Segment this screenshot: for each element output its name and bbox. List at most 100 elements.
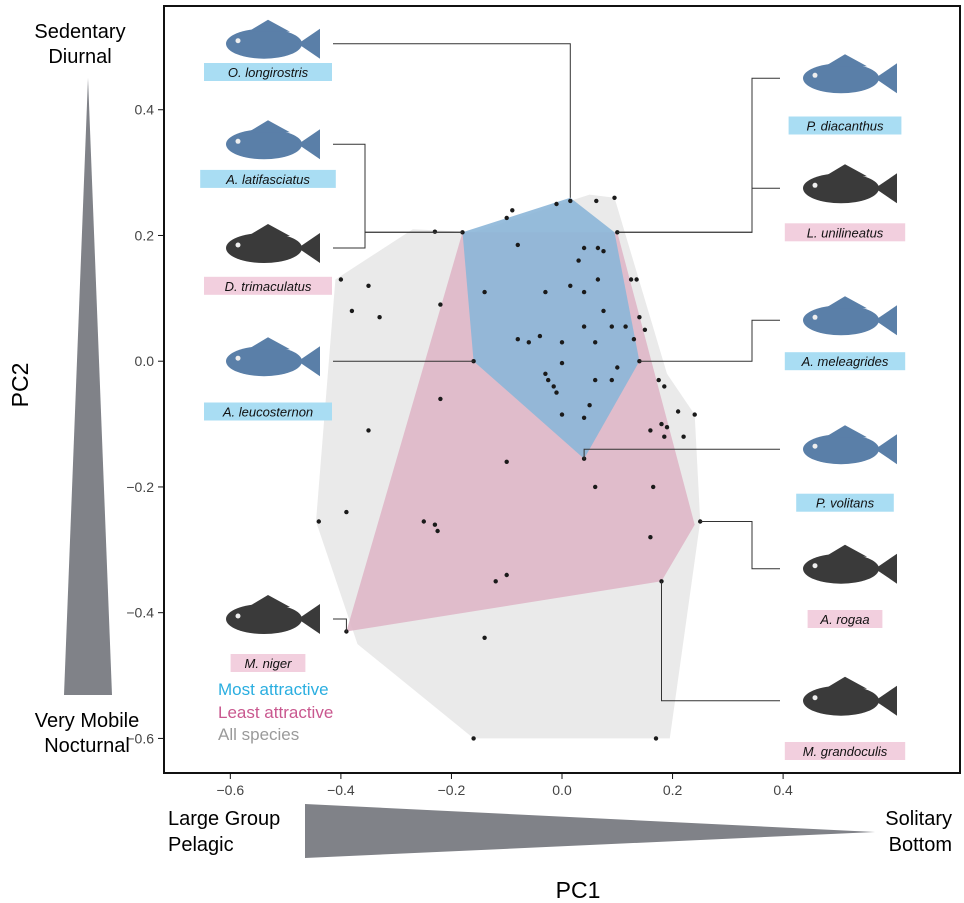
species-leader-line (333, 43, 571, 199)
data-point (568, 198, 573, 204)
data-point (594, 198, 599, 204)
data-point (432, 229, 438, 234)
data-point (609, 324, 614, 329)
fish-icon (803, 54, 897, 94)
data-point (504, 459, 509, 464)
data-point (377, 315, 382, 320)
data-point (587, 403, 592, 408)
x-tick-label: 0.0 (552, 782, 572, 798)
data-point (656, 377, 661, 383)
x-tick-label: 0.2 (663, 782, 683, 798)
data-point (316, 519, 321, 524)
data-point (515, 242, 520, 248)
fish-icon (226, 595, 320, 634)
data-point (559, 340, 565, 345)
species-label-box (796, 493, 894, 512)
data-point (628, 277, 634, 282)
x-tick-label: −0.6 (217, 782, 245, 798)
data-point (675, 409, 681, 414)
fish-icon (226, 19, 320, 59)
fish-icon (226, 120, 320, 160)
data-point (338, 277, 344, 282)
species-label-box (807, 610, 883, 628)
y-tick-label: −0.2 (126, 479, 154, 495)
fish-icon (226, 224, 320, 263)
species-label: L. unilineatus (807, 225, 884, 240)
data-point (576, 258, 581, 263)
species-label-box (784, 352, 906, 371)
data-point (493, 579, 498, 584)
data-point (526, 340, 531, 345)
y-tick-label: 0.4 (135, 102, 155, 118)
y-gradient-triangle (64, 78, 112, 695)
data-point (559, 412, 565, 417)
species-label-box (784, 742, 906, 760)
y-axis-title: PC2 (7, 363, 33, 408)
x-axis-title: PC1 (556, 877, 601, 903)
data-point (637, 315, 642, 320)
data-point (515, 337, 520, 342)
data-point (482, 289, 487, 295)
data-point (543, 289, 548, 295)
species-leader-line (661, 581, 780, 702)
data-point (510, 208, 515, 213)
data-point (581, 324, 587, 329)
legend-least-attractive: Least attractive (218, 703, 333, 722)
data-point (609, 377, 614, 383)
species-leader-line (333, 231, 463, 249)
fish-icon (803, 676, 897, 716)
y-tick-label: −0.4 (126, 605, 154, 621)
data-point (662, 434, 667, 439)
data-point (581, 289, 587, 295)
species-label: P. volitans (816, 496, 875, 511)
species-label: P. diacanthus (806, 119, 884, 134)
species-label-box (784, 223, 906, 242)
species-leader-line (333, 143, 463, 233)
data-point (651, 484, 656, 490)
data-point (349, 308, 355, 314)
data-point (471, 736, 476, 741)
fish-icon (226, 337, 320, 377)
species-label: A. leucosternon (222, 405, 313, 420)
x-right-label-line2: Bottom (889, 834, 952, 856)
data-point (681, 434, 686, 439)
data-point (601, 249, 606, 254)
y-tick-label: 0.2 (135, 227, 155, 243)
species-leader-line (617, 77, 780, 233)
y-top-label-line2: Diurnal (48, 46, 111, 68)
species-label-box (204, 63, 332, 81)
x-tick-label: −0.4 (327, 782, 355, 798)
data-point (659, 421, 664, 427)
data-point (438, 396, 443, 402)
fish-icon (803, 544, 897, 584)
species-label-box (204, 402, 332, 421)
species-leader-line (700, 521, 780, 570)
species-label: M. grandoculis (803, 744, 888, 759)
data-point (537, 333, 543, 339)
data-point (568, 283, 573, 288)
data-point (554, 390, 559, 395)
data-point (593, 377, 598, 383)
y-bottom-label-line2: Nocturnal (44, 735, 130, 757)
fish-icon (803, 164, 897, 204)
data-point (432, 522, 438, 527)
species-leader-line (583, 448, 780, 460)
data-point (581, 245, 587, 251)
x-left-label-line1: Large Group (168, 808, 280, 830)
data-point (595, 245, 601, 251)
data-point (601, 308, 606, 314)
data-point (554, 201, 559, 207)
data-point (653, 736, 659, 741)
data-point (642, 327, 648, 332)
species-label: A. rogaa (819, 612, 869, 627)
data-point (664, 425, 670, 430)
species-leader-line (617, 187, 780, 233)
data-point (438, 302, 443, 307)
data-point (648, 428, 653, 433)
y-tick-label: −0.6 (126, 730, 154, 746)
species-label-box (230, 654, 306, 672)
data-point (634, 277, 639, 282)
species-label-box (788, 116, 902, 135)
data-point (546, 377, 551, 383)
y-bottom-label-line1: Very Mobile (35, 710, 140, 732)
